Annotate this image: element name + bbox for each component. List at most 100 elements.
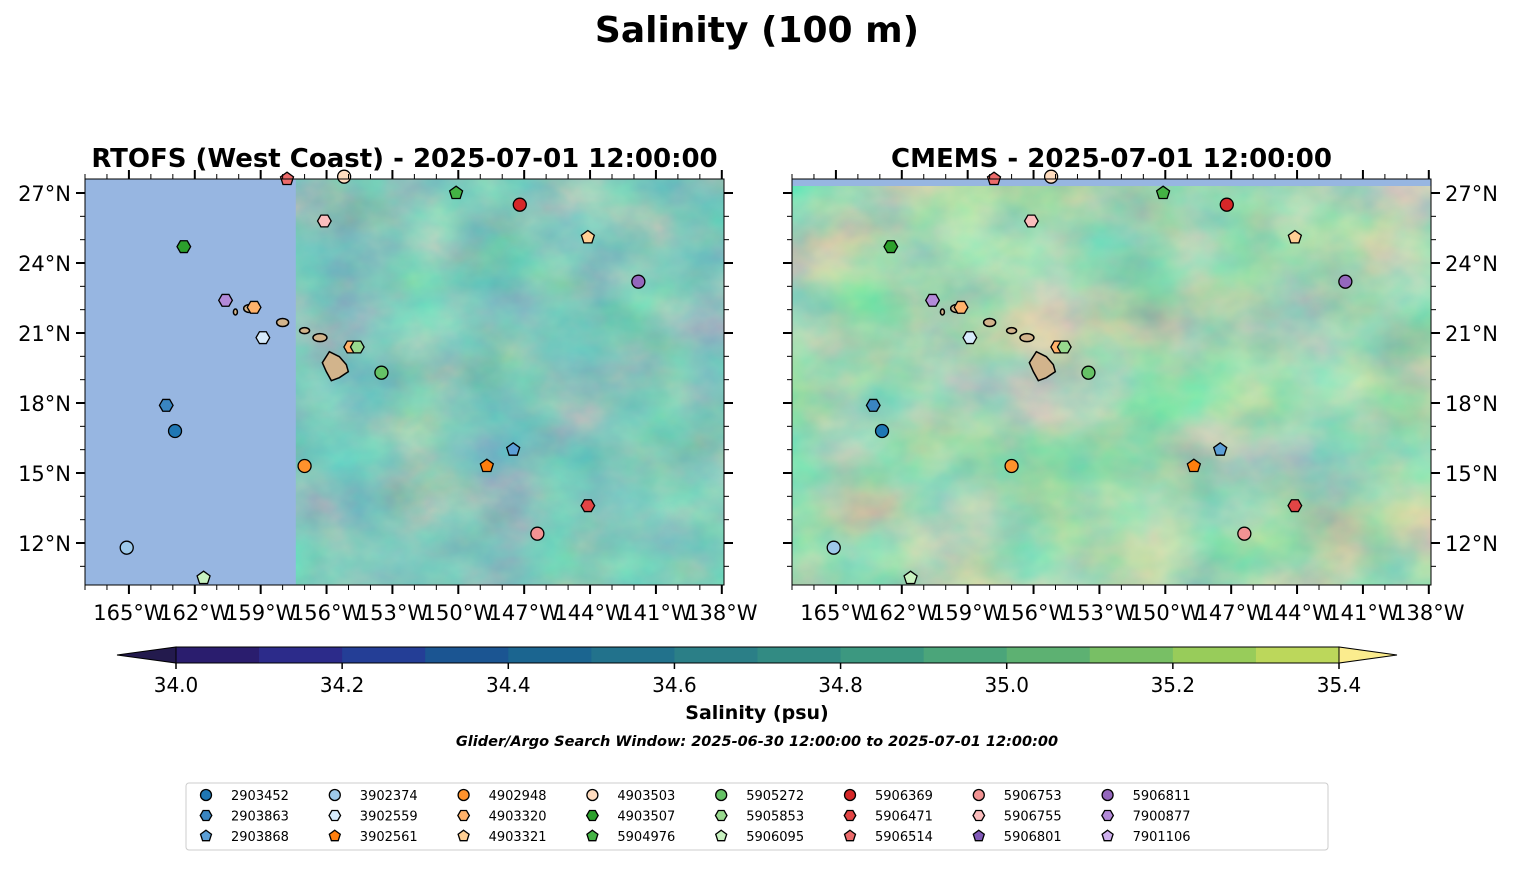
legend-marker <box>843 788 857 802</box>
float-marker <box>1287 499 1303 513</box>
float-marker <box>1043 169 1059 184</box>
float-marker <box>448 185 464 200</box>
x-tick-label: 141°W <box>620 601 692 625</box>
colorbar-tick-label: 35.0 <box>984 673 1029 697</box>
float-marker <box>826 540 841 555</box>
legend-marker <box>972 809 986 822</box>
x-tick-label: 162°W <box>866 601 938 625</box>
x-tick-label: 153°W <box>357 601 429 625</box>
colorbar-segment <box>425 647 509 663</box>
legend-marker <box>1101 829 1114 842</box>
legend-label: 5906514 <box>875 830 933 845</box>
float-marker <box>1338 274 1353 289</box>
island-shape <box>939 308 946 316</box>
colorbar-frame <box>175 646 1340 664</box>
island-shape <box>1019 332 1035 343</box>
legend-marker <box>972 788 985 802</box>
search-window-subtitle: Glider/Argo Search Window: 2025-06-30 12… <box>456 734 1058 750</box>
colorbar-tick-label: 34.0 <box>154 673 199 697</box>
x-tick-label: 144°W <box>1261 601 1333 625</box>
float-marker <box>374 365 389 380</box>
colorbar-extend-max <box>1338 646 1398 664</box>
legend-marker <box>457 829 470 842</box>
colorbar-extend-min <box>116 646 177 664</box>
float-marker <box>1237 526 1252 541</box>
legend: 2903452 2903863 2903868 3902374 3902559 39025… <box>185 782 1329 851</box>
float-marker <box>196 570 211 585</box>
legend-marker <box>199 809 213 822</box>
float-marker <box>953 300 969 314</box>
island-shape <box>298 326 311 335</box>
x-tick-label: 144°W <box>554 601 626 625</box>
float-marker <box>158 398 174 412</box>
x-tick-label: 153°W <box>1064 601 1136 625</box>
no-data-region <box>792 179 1431 186</box>
x-tick-label: 150°W <box>423 601 495 625</box>
float-marker <box>512 197 527 212</box>
float-marker <box>217 293 234 307</box>
colorbar-segment <box>674 647 758 663</box>
legend-label: 3902374 <box>360 789 418 804</box>
colorbar-segment <box>923 647 1008 663</box>
x-tick-label: 159°W <box>225 601 297 625</box>
y-tick-label: 15°N <box>1445 462 1498 486</box>
y-tick-label: 18°N <box>18 392 71 416</box>
float-marker <box>530 526 545 541</box>
panel-rtofs: RTOFS (West Coast) - 2025-07-01 12:00:00… <box>18 144 758 625</box>
colorbar-tick-label: 34.6 <box>652 673 697 697</box>
legend-label: 5906801 <box>1004 830 1062 845</box>
figure-title: Salinity (100 m) <box>595 10 919 51</box>
x-tick-label: 165°W <box>93 601 165 625</box>
island-shape <box>982 317 997 328</box>
colorbar-segment <box>508 647 592 663</box>
legend-marker <box>199 788 213 802</box>
float-marker <box>1219 197 1234 212</box>
legend-marker <box>586 788 599 802</box>
float-marker <box>1287 229 1303 244</box>
legend-marker <box>1101 809 1115 822</box>
float-marker <box>1081 365 1096 380</box>
panel-title-rtofs: RTOFS (West Coast) - 2025-07-01 12:00:00 <box>91 144 717 174</box>
legend-label: 4902948 <box>489 789 547 804</box>
float-marker <box>119 540 134 555</box>
legend-label: 5906811 <box>1133 789 1191 804</box>
colorbar-segment <box>840 647 925 663</box>
legend-label: 5906755 <box>1004 810 1062 825</box>
float-marker <box>580 229 596 244</box>
salinity-field <box>85 179 724 585</box>
y-tick-label: 15°N <box>18 462 71 486</box>
y-tick-label: 27°N <box>1445 182 1498 206</box>
legend-label: 2903868 <box>231 830 289 845</box>
colorbar-segment <box>1255 647 1340 663</box>
legend-marker <box>715 788 728 802</box>
legend-marker <box>714 829 728 842</box>
float-marker <box>1186 458 1202 473</box>
y-tick-label: 21°N <box>18 322 71 346</box>
y-tick-label: 24°N <box>1445 252 1498 276</box>
float-marker <box>1056 340 1072 354</box>
legend-marker <box>843 809 857 822</box>
float-marker <box>1004 458 1019 474</box>
legend-marker <box>328 829 342 842</box>
float-marker <box>1023 214 1039 228</box>
colorbar-segment <box>1172 647 1257 663</box>
legend-label: 2903452 <box>231 789 289 804</box>
y-tick-label: 12°N <box>1445 532 1498 556</box>
x-tick-label: 138°W <box>1393 601 1465 625</box>
legend-marker <box>714 809 728 822</box>
y-tick-label: 27°N <box>18 182 71 206</box>
x-tick-label: 147°W <box>1195 601 1267 625</box>
float-marker <box>874 423 890 439</box>
legend-label: 5905853 <box>746 810 804 825</box>
legend-label: 7901106 <box>1133 830 1191 845</box>
x-tick-label: 150°W <box>1130 601 1202 625</box>
colorbar-segment <box>1089 647 1174 663</box>
legend-label: 5906471 <box>875 810 933 825</box>
float-marker <box>580 499 596 513</box>
x-tick-label: 138°W <box>686 601 758 625</box>
island-shape <box>321 350 350 382</box>
colorbar-tick-label: 34.4 <box>486 673 531 697</box>
legend-marker <box>586 829 599 842</box>
legend-label: 5906369 <box>875 789 933 804</box>
